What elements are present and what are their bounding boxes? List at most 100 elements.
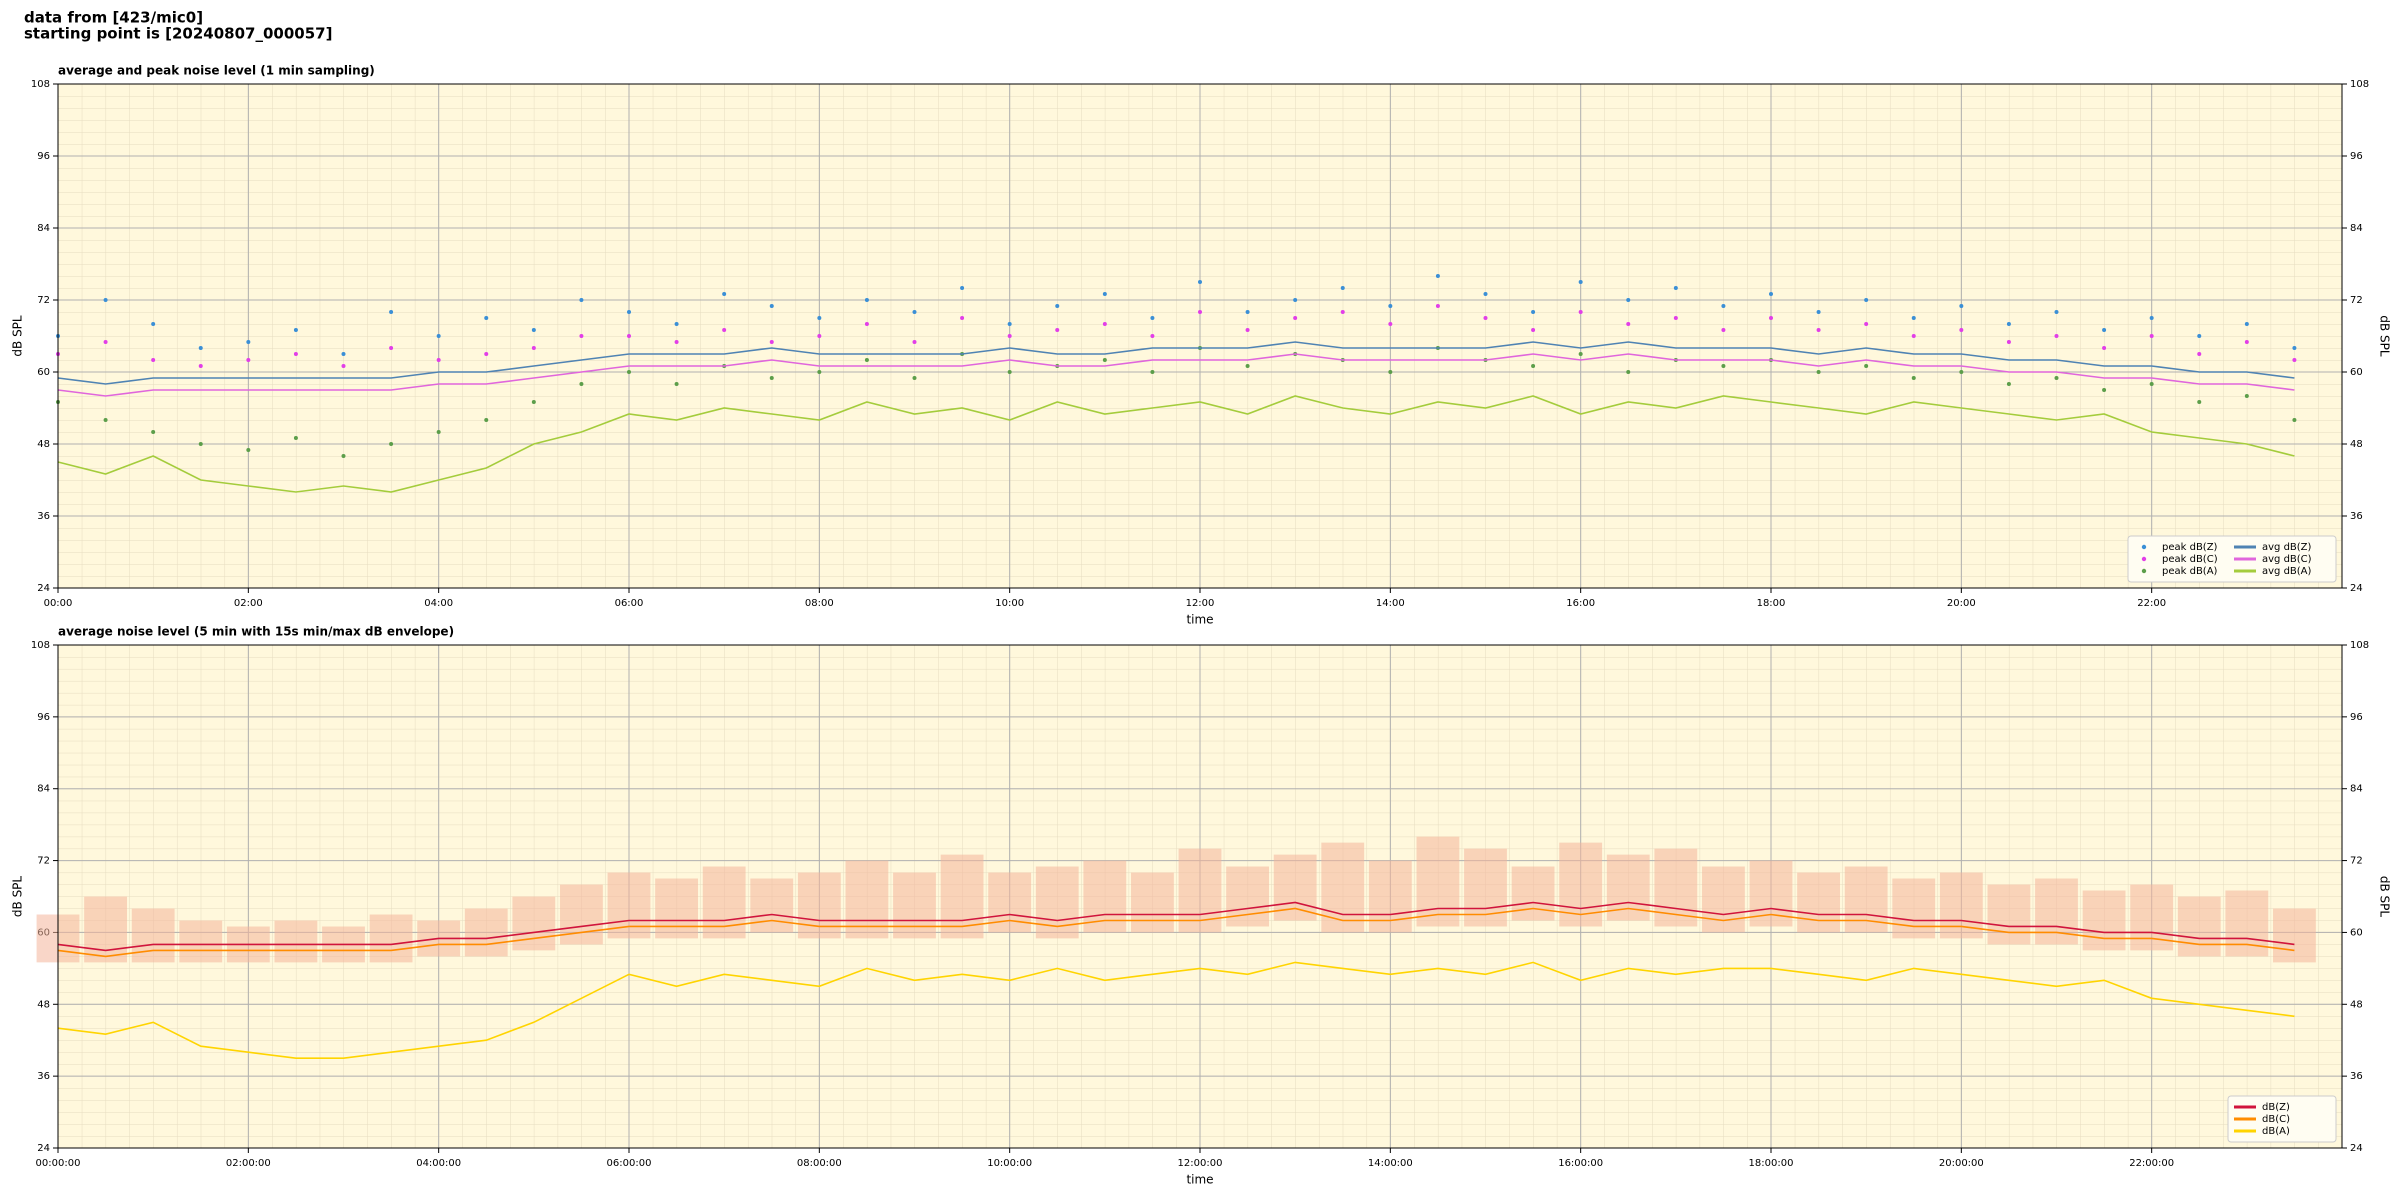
x-tick-label: 22:00 [2137,598,2166,609]
x-tick-label: 02:00:00 [226,1158,271,1169]
peak-point [1721,364,1726,368]
y-tick-label: 72 [2350,856,2363,867]
x-tick-label: 20:00 [1947,598,1976,609]
peak-point [2197,352,2202,356]
peak-point [151,430,156,434]
peak-point [2292,418,2297,422]
x-tick-label: 02:00 [234,598,263,609]
x-tick-label: 06:00:00 [607,1158,652,1169]
peak-point [2149,316,2154,320]
peak-point [151,322,156,326]
peak-point [1245,310,1250,314]
peak-point [103,418,108,422]
peak-point [1959,304,1964,308]
peak-point [293,352,298,356]
peak-point [1388,322,1393,326]
peak-point [246,340,251,344]
peak-point [341,364,346,368]
peak-point [1435,274,1440,278]
peak-point [579,382,584,386]
x-tick-label: 04:00:00 [416,1158,461,1169]
y-tick-label: 48 [37,439,50,450]
y-tick-label: 84 [2350,784,2363,795]
peak-point [1864,322,1869,326]
peak-point [389,346,394,350]
y-tick-label: 60 [2350,367,2363,378]
peak-point [2197,400,2202,404]
peak-point [1055,304,1060,308]
legend-marker [2141,544,2147,550]
y-tick-label: 72 [37,295,50,306]
peak-point [1769,292,1773,296]
peak-point [484,418,489,422]
legend-label: dB(Z) [2262,1102,2290,1113]
peak-point [1150,316,1155,320]
peak-point [912,340,917,344]
peak-point [1388,304,1393,308]
peak-point [1864,298,1869,302]
peak-point [436,358,441,362]
y-tick-label: 72 [2350,295,2363,306]
y-axis-label: dB SPL [2378,876,2392,918]
peak-point [912,376,917,380]
peak-point [1673,316,1678,320]
peak-point [1578,352,1583,356]
plot-frame [57,83,2343,589]
peak-point [1911,376,1916,380]
legend-label: dB(A) [2262,1126,2290,1137]
peak-point [1816,328,1821,332]
peak-point [1007,334,1012,338]
peak-point [769,340,774,344]
peak-point [2102,388,2107,392]
peak-point [1721,304,1726,308]
legend-label: dB(C) [2262,1114,2290,1125]
peak-point [674,340,679,344]
x-tick-label: 12:00:00 [1178,1158,1223,1169]
peak-point [2244,322,2249,326]
peak-point [1435,304,1440,308]
peak-point [1293,298,1298,302]
y-tick-label: 48 [2350,439,2363,450]
y-tick-label: 96 [2350,712,2363,723]
peak-point [2054,376,2059,380]
y-tick-label: 24 [37,1143,50,1154]
y-tick-label: 36 [2350,1071,2363,1082]
peak-point [1198,280,1202,284]
peak-point [1483,292,1488,296]
peak-point [389,310,394,314]
peak-point [531,346,536,350]
peak-point [293,436,298,440]
y-axis-label: dB SPL [11,315,25,357]
series-line [57,901,2295,952]
x-tick-label: 08:00:00 [797,1158,842,1169]
y-tick-label: 24 [2350,1143,2363,1154]
y-tick-label: 84 [37,223,50,234]
peak-point [769,304,774,308]
chart-title: average and peak noise level (1 min samp… [58,64,375,78]
peak-point [2292,346,2297,350]
peak-point [1340,286,1345,290]
peak-point [1102,292,1107,296]
series-line [57,341,2295,385]
peak-point [1102,358,1107,362]
legend-label: avg dB(Z) [2262,542,2312,553]
peak-point [722,328,727,332]
x-axis-label: time [1186,613,1213,627]
legend-label: avg dB(C) [2262,554,2312,565]
peak-point [198,442,203,446]
peak-point [246,358,251,362]
peak-point [1816,310,1821,314]
peak-point [1959,370,1964,374]
peak-point [1531,328,1536,332]
peak-point [2197,334,2202,338]
peak-point [579,334,584,338]
peak-point [103,298,108,302]
peak-point [389,442,394,446]
peak-point [1102,322,1107,326]
series-line [57,395,2295,493]
peak-point [1245,364,1250,368]
peak-point [960,316,965,320]
y-tick-label: 36 [2350,511,2363,522]
peak-point [1388,370,1393,374]
peak-point [864,358,869,362]
